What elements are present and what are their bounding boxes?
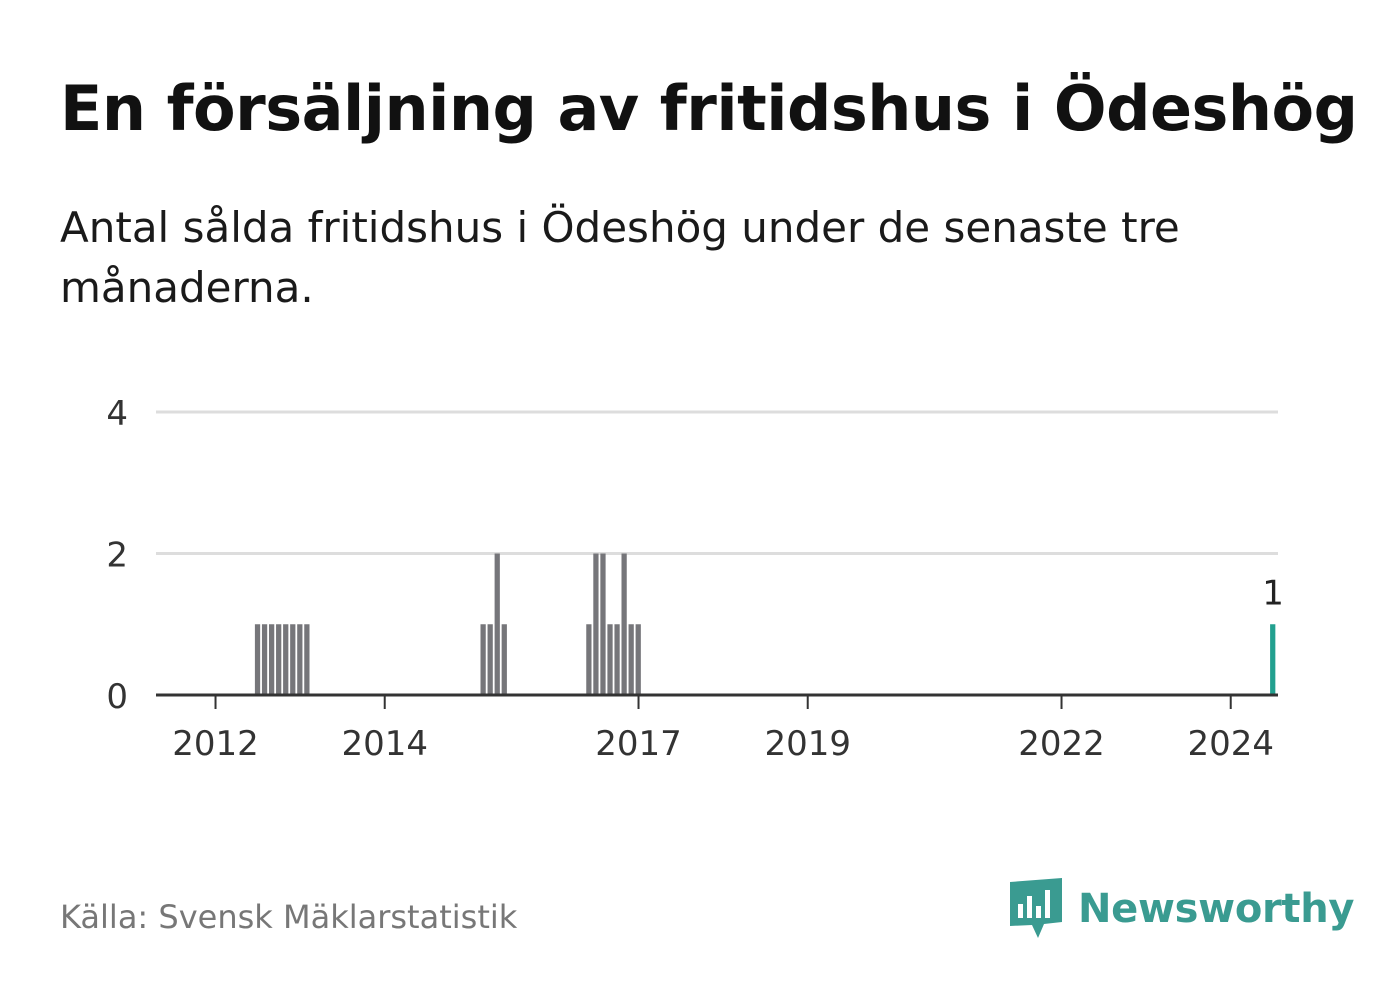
bar — [501, 624, 507, 695]
bar — [614, 624, 620, 695]
bar — [494, 553, 500, 695]
bar-highlight — [1270, 624, 1276, 695]
bar — [283, 624, 289, 695]
x-tick-label-2017: 2017 — [595, 724, 682, 764]
bar-layer — [254, 553, 1276, 695]
bar — [635, 624, 641, 695]
bar — [586, 624, 592, 695]
bar-chart: 0 2 4 1 2012 2014 2017 2019 2022 2024 — [106, 394, 1283, 764]
bar — [276, 624, 282, 695]
bar — [254, 624, 261, 695]
bar — [297, 624, 303, 695]
bar — [600, 553, 606, 695]
bar — [607, 624, 613, 695]
bar — [593, 553, 599, 695]
highlight-value-label: 1 — [1262, 573, 1284, 613]
bar — [261, 624, 268, 695]
y-tick-label-0: 0 — [106, 677, 128, 717]
y-tick-label-2: 2 — [106, 536, 128, 576]
newsworthy-logo[interactable]: Newsworthy — [1010, 878, 1355, 940]
bar — [621, 553, 627, 695]
x-tick-label-2012: 2012 — [172, 724, 259, 764]
x-tick-label-2024: 2024 — [1187, 724, 1274, 764]
x-tick-label-2022: 2022 — [1018, 724, 1105, 764]
x-tick-label-2014: 2014 — [341, 724, 428, 764]
axis-layer: 0 2 4 1 2012 2014 2017 2019 2022 2024 — [106, 394, 1283, 764]
x-tick-label-2019: 2019 — [764, 724, 851, 764]
bar — [290, 624, 296, 695]
bar — [480, 624, 486, 695]
chart-title: En försäljning av fritidshus i Ödeshög — [60, 72, 1358, 145]
y-tick-label-4: 4 — [106, 394, 128, 434]
newsworthy-icon — [1010, 878, 1062, 938]
bar — [487, 624, 493, 695]
chart-subtitle: Antal sålda fritidshus i Ödeshög under d… — [60, 203, 1180, 312]
bar — [269, 624, 275, 695]
grid-layer — [156, 410, 1278, 555]
bar — [628, 624, 634, 695]
brand-name: Newsworthy — [1078, 886, 1355, 932]
bar — [304, 624, 310, 695]
source-note: Källa: Svensk Mäklarstatistik — [60, 898, 518, 936]
